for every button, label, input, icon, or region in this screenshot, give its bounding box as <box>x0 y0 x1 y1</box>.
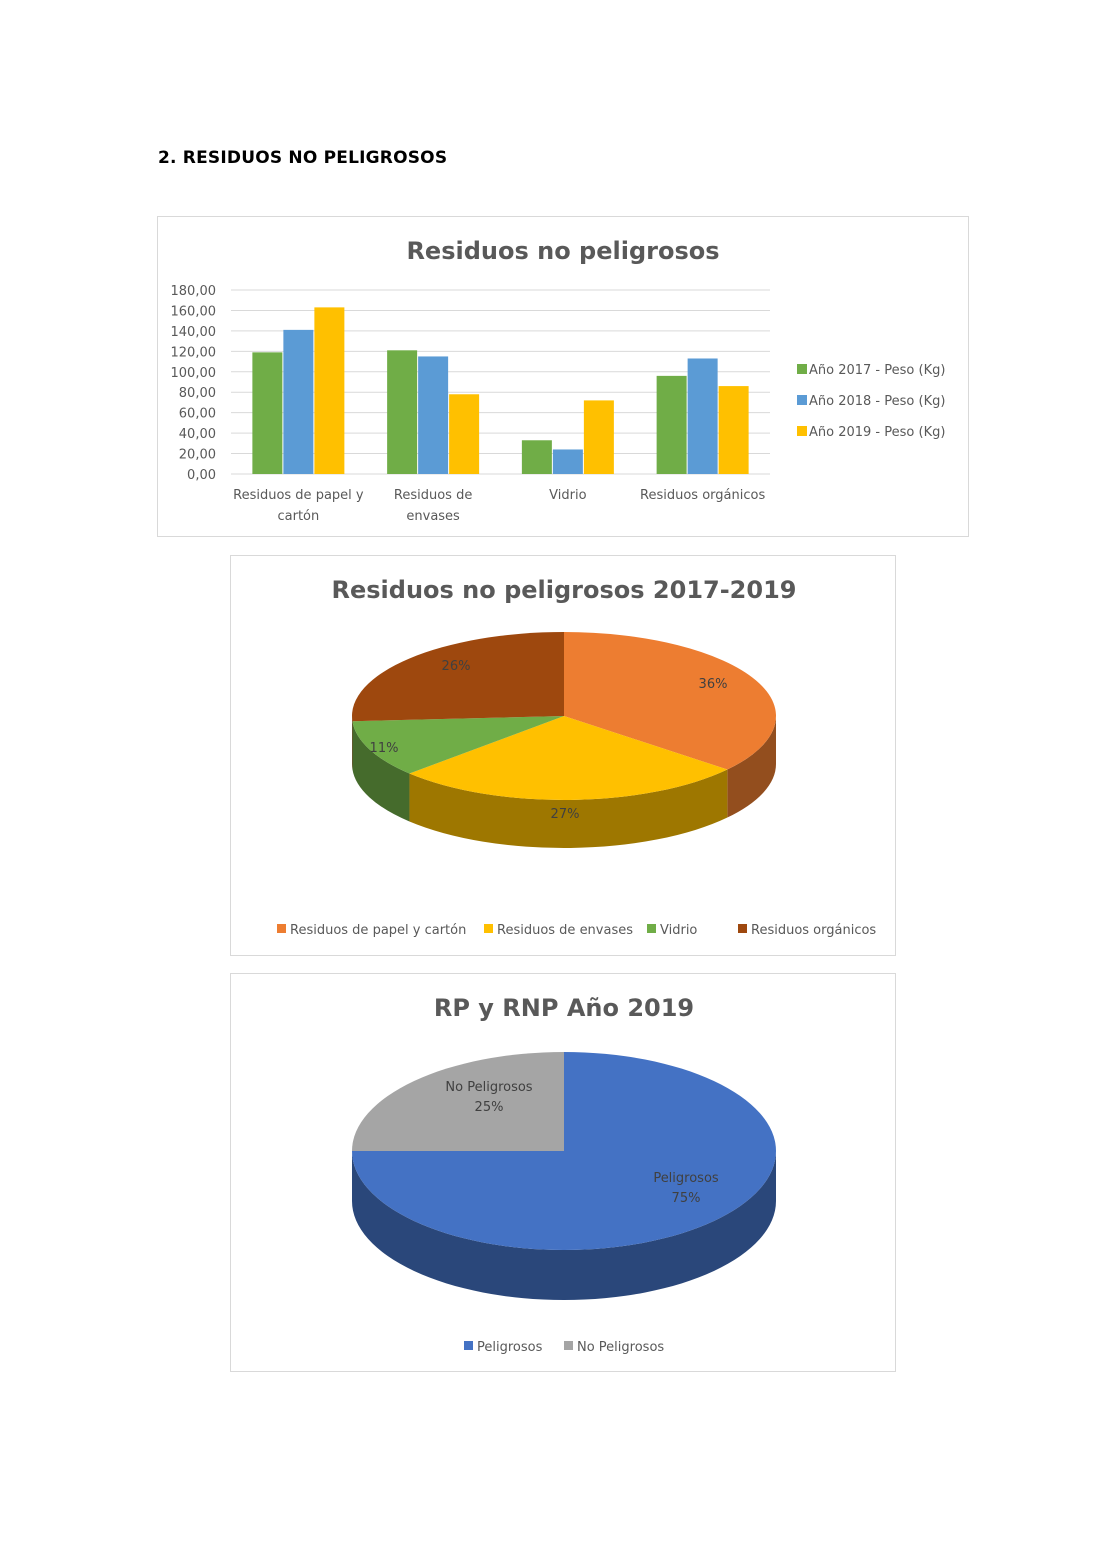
legend-label: Peligrosos <box>477 1340 543 1355</box>
pie-side-1 <box>409 769 728 848</box>
x-tick-label: Vidrio <box>549 488 586 503</box>
pie-slice-2 <box>352 716 564 774</box>
y-tick-label: 140,00 <box>171 325 217 340</box>
legend-label: Vidrio <box>660 923 697 938</box>
y-tick-label: 60,00 <box>179 407 216 422</box>
legend-swatch <box>797 426 807 436</box>
x-tick-label: Residuos de papel y <box>233 488 364 503</box>
legend-label: Año 2019 - Peso (Kg) <box>809 425 945 440</box>
legend-swatch <box>464 1341 473 1350</box>
legend-label: Residuos de papel y cartón <box>290 923 466 938</box>
bar-2-2 <box>583 400 614 474</box>
legend-swatch <box>797 395 807 405</box>
legend-swatch <box>277 924 286 933</box>
y-tick-label: 40,00 <box>179 427 216 442</box>
pie-slice-0 <box>564 632 776 770</box>
y-tick-label: 180,00 <box>171 284 217 299</box>
pie-side-0 <box>727 716 776 818</box>
bar-3-1 <box>687 358 718 474</box>
legend-swatch <box>797 364 807 374</box>
data-label: Peligrosos <box>653 1171 719 1186</box>
legend-label: Año 2018 - Peso (Kg) <box>809 394 945 409</box>
legend-label: Año 2017 - Peso (Kg) <box>809 363 945 378</box>
x-tick-label: cartón <box>278 509 320 524</box>
data-label: 25% <box>475 1100 504 1115</box>
pie-slice-1 <box>409 716 728 800</box>
legend-label: No Peligrosos <box>577 1340 664 1355</box>
x-tick-label: Residuos de <box>394 488 472 503</box>
pie-side-0 <box>352 1151 776 1300</box>
legend-swatch <box>647 924 656 933</box>
bar-3-2 <box>718 386 749 474</box>
pie-chart-panel-residuos: Residuos no peligrosos 2017-2019 36% 27% 11… <box>230 555 896 956</box>
bar-0-0 <box>252 352 283 474</box>
bar-chart: Residuos no peligrosos 0,00 20,00 40,00 60,0… <box>171 237 946 524</box>
pie-sides <box>352 716 776 848</box>
pie-chart-rp-rnp: RP y RNP Año 2019 Peligrosos 75% No Peligro… <box>352 994 776 1355</box>
bar-1-0 <box>387 350 418 474</box>
bar-2-0 <box>521 440 552 474</box>
legend-swatch <box>484 924 493 933</box>
legend-label: Residuos de envases <box>497 923 633 938</box>
pie-sides <box>352 1151 776 1300</box>
data-label: 27% <box>551 807 580 822</box>
pie-slice-3 <box>352 632 564 722</box>
pie-chart-residuos: Residuos no peligrosos 2017-2019 36% 27% 11… <box>277 576 876 938</box>
y-tick-label: 100,00 <box>171 366 217 381</box>
legend-swatch <box>738 924 747 933</box>
data-label: 11% <box>370 741 399 756</box>
pie-chart-panel-rp-rnp: RP y RNP Año 2019 Peligrosos 75% No Peligro… <box>230 973 896 1372</box>
data-label: 75% <box>672 1191 701 1206</box>
x-tick-label: envases <box>406 509 460 524</box>
y-tick-label: 20,00 <box>179 448 216 463</box>
bar-chart-panel: Residuos no peligrosos 0,00 20,00 40,00 60,0… <box>157 216 969 537</box>
y-tick-label: 160,00 <box>171 304 217 319</box>
x-tick-label: Residuos orgánicos <box>640 488 765 503</box>
pie-slice-1 <box>352 1052 564 1151</box>
bar-2-1 <box>552 449 583 474</box>
y-tick-label: 0,00 <box>187 468 216 483</box>
chart-title: Residuos no peligrosos 2017-2019 <box>332 576 797 604</box>
data-label: No Peligrosos <box>445 1080 532 1095</box>
data-label: 36% <box>699 677 728 692</box>
chart-title: RP y RNP Año 2019 <box>434 994 694 1022</box>
bar-1-1 <box>418 356 449 474</box>
section-heading: 2. RESIDUOS NO PELIGROSOS <box>158 148 448 168</box>
bar-0-1 <box>283 329 314 474</box>
data-label: 26% <box>442 659 471 674</box>
bar-1-2 <box>449 394 480 474</box>
y-tick-label: 80,00 <box>179 386 216 401</box>
legend-swatch <box>564 1341 573 1350</box>
legend-label: Residuos orgánicos <box>751 923 876 938</box>
bar-3-0 <box>656 375 687 474</box>
y-tick-label: 120,00 <box>171 345 217 360</box>
chart-title: Residuos no peligrosos <box>406 237 719 265</box>
pie-side-2 <box>352 721 410 822</box>
bar-0-2 <box>314 307 345 474</box>
